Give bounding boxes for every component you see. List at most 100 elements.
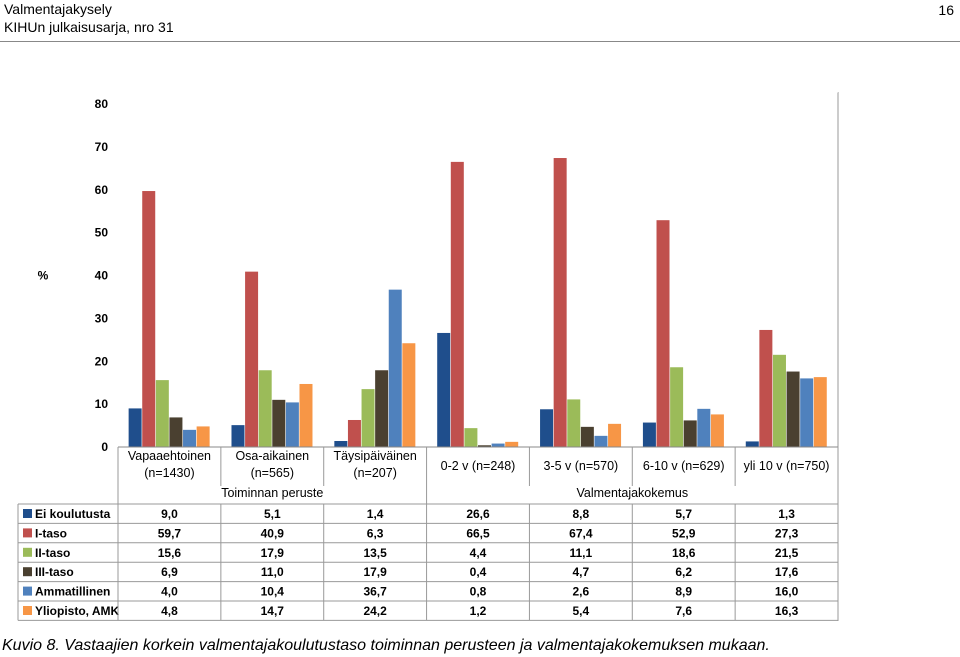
bar-iii-taso [272, 399, 286, 447]
bar-ei-koulutusta [745, 441, 759, 447]
bar-ei-koulutusta [334, 440, 348, 447]
bar-yliopisto-amk [608, 423, 622, 447]
legend-key [23, 509, 32, 518]
y-tick-label: 40 [95, 269, 109, 283]
table-row-label: II-taso [35, 546, 70, 560]
table-row-label: I-taso [35, 526, 67, 540]
category-label: Täysipäiväinen [333, 449, 416, 463]
bar-i-taso [245, 271, 259, 447]
bar-i-taso [656, 220, 670, 447]
y-tick-label: 60 [95, 183, 109, 197]
table-cell-value: 5,7 [675, 507, 692, 521]
table-cell-value: 16,3 [775, 604, 799, 618]
bar-yliopisto-amk [710, 414, 724, 447]
y-tick-label: 30 [95, 311, 109, 325]
table-cell-value: 16,0 [775, 585, 799, 599]
table-cell-value: 8,8 [573, 507, 590, 521]
bar-ammatillinen [388, 289, 402, 447]
table-cell-value: 24,2 [363, 604, 387, 618]
category-label: (n=565) [251, 466, 294, 480]
bar-i-taso [450, 161, 464, 447]
table-cell-value: 17,9 [261, 546, 285, 560]
table-cell-value: 6,9 [161, 565, 178, 579]
bar-yliopisto-amk [505, 441, 519, 447]
bar-ammatillinen [697, 408, 711, 447]
bar-ammatillinen [594, 435, 608, 447]
table-cell-value: 17,9 [363, 565, 387, 579]
y-tick-label: 0 [101, 440, 108, 454]
table-cell-value: 52,9 [672, 526, 696, 540]
category-label: (n=207) [353, 466, 396, 480]
bar-ei-koulutusta [231, 425, 245, 447]
category-label: 0-2 v (n=248) [441, 459, 516, 473]
table-cell-value: 7,6 [675, 604, 692, 618]
table-cell-value: 11,1 [570, 546, 593, 560]
bar-ii-taso [361, 389, 375, 447]
table-cell-value: 4,8 [161, 604, 178, 618]
header-divider [0, 41, 960, 42]
table-cell-value: 0,8 [470, 585, 487, 599]
legend-key [23, 606, 32, 615]
group-label: Valmentajakokemus [576, 486, 688, 500]
bar-ammatillinen [285, 402, 299, 447]
y-tick-label: 50 [95, 226, 109, 240]
table-cell-value: 4,4 [470, 546, 487, 560]
table-row-label: Ei koulutusta [35, 507, 111, 521]
y-tick-label: 20 [95, 354, 109, 368]
table-cell-value: 40,9 [261, 526, 285, 540]
table-cell-value: 0,4 [470, 565, 487, 579]
bar-ii-taso [567, 399, 581, 447]
table-cell-value: 8,9 [675, 585, 692, 599]
group-label: Toiminnan peruste [221, 486, 323, 500]
table-cell-value: 14,7 [261, 604, 285, 618]
table-cell-value: 26,6 [466, 507, 490, 521]
bar-yliopisto-amk [813, 377, 827, 447]
bar-iii-taso [478, 445, 491, 447]
bar-chart: 0 10 20 30 40 50 60 70 80% Vapaaehtoinen (n=1430) O… [17, 92, 839, 621]
table-cell-value: 2,6 [573, 585, 590, 599]
header-subtitle: KIHUn julkaisusarja, nro 31 [4, 19, 174, 35]
table-cell-value: 15,6 [158, 546, 182, 560]
table-cell-value: 10,4 [261, 585, 285, 599]
bar-yliopisto-amk [402, 343, 416, 447]
table-cell-value: 21,5 [775, 546, 799, 560]
table-cell-value: 67,4 [569, 526, 593, 540]
legend-key [23, 567, 32, 577]
table-cell-value: 11,0 [261, 565, 284, 579]
bar-iii-taso [375, 370, 389, 447]
y-tick-label: 10 [95, 397, 109, 411]
bar-ammatillinen [491, 443, 505, 447]
bar-ii-taso [258, 370, 272, 447]
table-cell-value: 1,4 [367, 507, 384, 521]
table-row-label: Ammatillinen [35, 585, 110, 599]
bar-ammatillinen [800, 378, 814, 447]
table-cell-value: 36,7 [363, 585, 387, 599]
category-label: Vapaaehtoinen [128, 449, 211, 463]
category-label: (n=1430) [144, 466, 194, 480]
bar-ei-koulutusta [437, 332, 451, 447]
figure-caption: Kuvio 8. Vastaajien korkein valmentajako… [2, 637, 770, 654]
table-cell-value: 9,0 [161, 507, 178, 521]
table-cell-value: 17,6 [775, 565, 799, 579]
category-label: 6-10 v (n=629) [643, 459, 725, 473]
header-title: Valmentajakysely [4, 1, 112, 17]
page-number: 16 [938, 2, 954, 18]
table-row-label: Yliopisto, AMK [35, 604, 120, 618]
bar-ammatillinen [183, 429, 197, 447]
table-cell-value: 6,2 [675, 565, 692, 579]
table-cell-value: 4,7 [573, 565, 590, 579]
table-cell-value: 13,5 [363, 546, 387, 560]
bar-ii-taso [670, 367, 684, 447]
table-cell-value: 66,5 [466, 526, 490, 540]
bar-iii-taso [683, 420, 697, 447]
bar-i-taso [553, 158, 567, 447]
bar-ii-taso [464, 428, 478, 447]
bar-ei-koulutusta [540, 409, 554, 447]
bar-ii-taso [772, 354, 786, 447]
table-cell-value: 5,4 [573, 604, 590, 618]
legend-key [23, 586, 32, 596]
category-label: 3-5 v (n=570) [544, 459, 619, 473]
bar-ii-taso [155, 380, 169, 447]
bar-ei-koulutusta [642, 422, 656, 447]
table-cell-value: 4,0 [161, 585, 178, 599]
